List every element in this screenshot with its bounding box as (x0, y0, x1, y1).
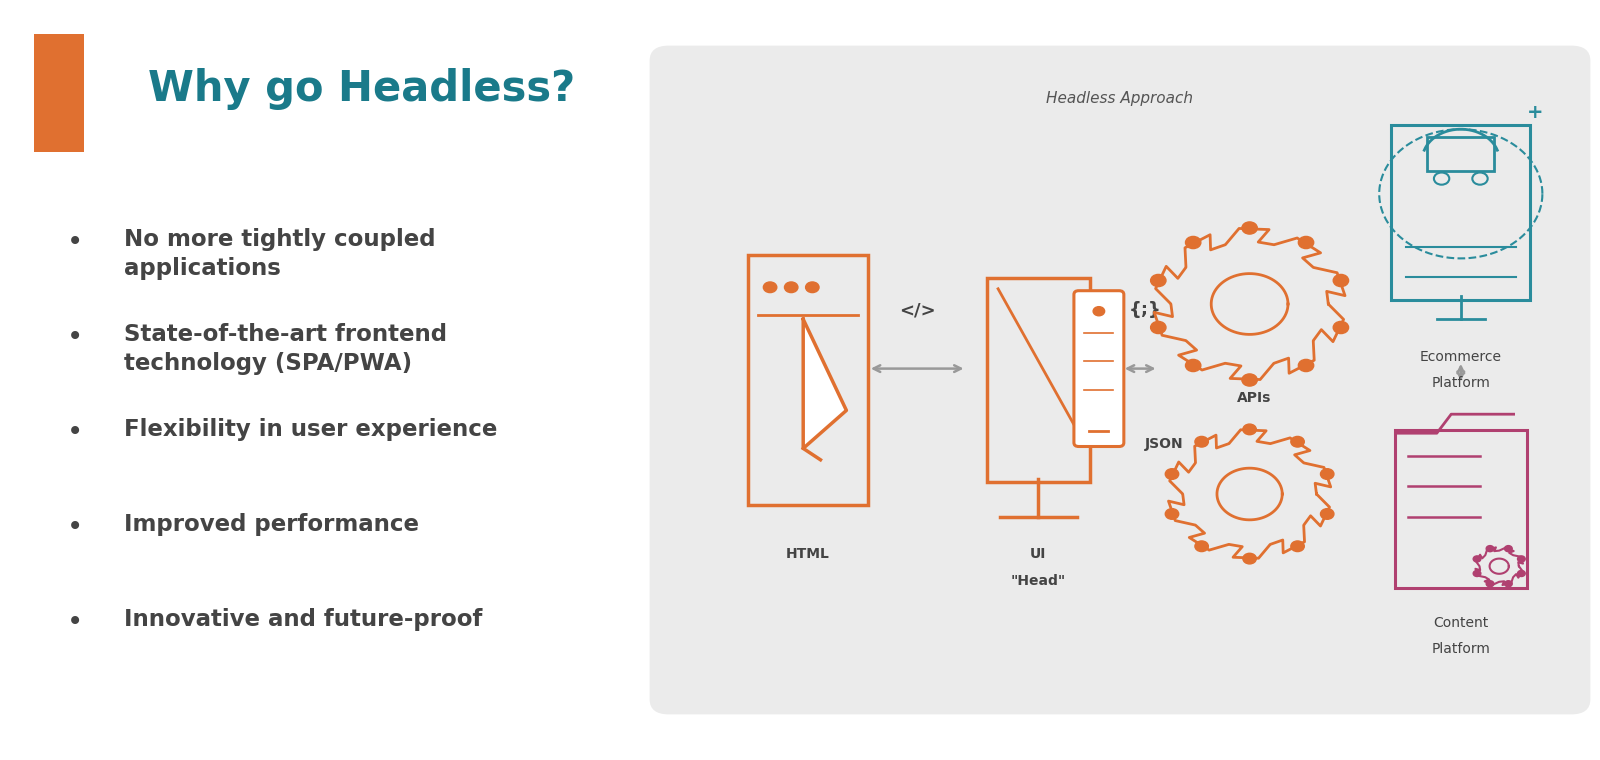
FancyBboxPatch shape (34, 34, 83, 152)
Text: +: + (1526, 103, 1544, 122)
Text: Ecommerce: Ecommerce (1419, 350, 1502, 363)
Text: Platform: Platform (1432, 376, 1490, 390)
Circle shape (1165, 508, 1179, 519)
Text: UI: UI (1030, 547, 1046, 561)
Text: </>: </> (899, 301, 936, 319)
Circle shape (1517, 571, 1525, 577)
Circle shape (1486, 581, 1494, 587)
FancyBboxPatch shape (650, 46, 1590, 714)
Polygon shape (803, 319, 846, 448)
Circle shape (1474, 556, 1482, 562)
Circle shape (1186, 236, 1202, 249)
Circle shape (1517, 556, 1525, 562)
Circle shape (1150, 274, 1166, 287)
Circle shape (763, 282, 778, 293)
Circle shape (1195, 541, 1208, 552)
Text: HTML: HTML (786, 547, 830, 561)
Text: •: • (67, 513, 83, 541)
Text: •: • (67, 228, 83, 256)
Circle shape (1242, 222, 1258, 234)
Circle shape (805, 282, 819, 293)
Circle shape (1243, 424, 1256, 435)
Text: Innovative and future-proof: Innovative and future-proof (125, 608, 483, 631)
Text: State-of-the-art frontend
technology (SPA/PWA): State-of-the-art frontend technology (SP… (125, 323, 448, 375)
Text: Content: Content (1434, 616, 1488, 629)
Circle shape (1298, 359, 1314, 372)
Circle shape (1333, 274, 1349, 287)
Circle shape (1333, 321, 1349, 334)
Circle shape (1093, 306, 1104, 316)
Text: Flexibility in user experience: Flexibility in user experience (125, 418, 498, 441)
Text: {;}: {;} (1128, 301, 1162, 319)
Circle shape (1320, 469, 1334, 480)
Text: •: • (67, 323, 83, 351)
Circle shape (1504, 546, 1512, 552)
Circle shape (1165, 469, 1179, 480)
Circle shape (1298, 236, 1314, 249)
Circle shape (1504, 581, 1512, 587)
Text: No more tightly coupled
applications: No more tightly coupled applications (125, 228, 435, 280)
Circle shape (784, 282, 798, 293)
Circle shape (1291, 541, 1304, 552)
Circle shape (1186, 359, 1202, 372)
Text: JSON: JSON (1146, 437, 1184, 451)
Text: •: • (67, 608, 83, 636)
Circle shape (1291, 436, 1304, 447)
Text: Platform: Platform (1432, 642, 1490, 656)
Text: "Head": "Head" (1011, 574, 1066, 587)
Text: Improved performance: Improved performance (125, 513, 419, 536)
Text: APIs: APIs (1237, 391, 1272, 405)
Circle shape (1243, 553, 1256, 564)
Circle shape (1195, 436, 1208, 447)
Circle shape (1320, 508, 1334, 519)
Circle shape (1242, 374, 1258, 386)
Text: Headless Approach: Headless Approach (1046, 91, 1194, 106)
Text: •: • (67, 418, 83, 446)
Text: Why go Headless?: Why go Headless? (147, 68, 574, 110)
Circle shape (1150, 321, 1166, 334)
FancyBboxPatch shape (1074, 291, 1123, 447)
Circle shape (1474, 571, 1482, 577)
Circle shape (1486, 546, 1494, 552)
